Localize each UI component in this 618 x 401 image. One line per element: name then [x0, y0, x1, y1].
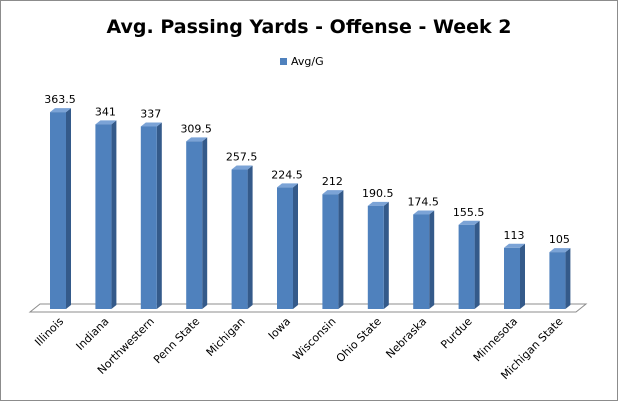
- bar-front: [231, 169, 248, 309]
- bar-top: [50, 108, 71, 113]
- bar-top: [504, 243, 525, 248]
- category-tick-label: Michigan: [204, 315, 248, 359]
- category-tick-label: Illinois: [32, 315, 66, 349]
- bar-side: [202, 137, 208, 309]
- data-label: 224.5: [271, 168, 303, 181]
- bar-side: [293, 183, 298, 309]
- bar-side: [429, 210, 435, 309]
- chart-floor: [28, 303, 588, 313]
- category-tick-label: Ohio State: [334, 315, 384, 365]
- bar-front: [50, 112, 66, 309]
- category-tick-label: Iowa: [266, 315, 293, 342]
- bar-side: [565, 248, 571, 309]
- data-label: 113: [504, 229, 525, 242]
- bar-side: [520, 243, 525, 309]
- bar-side: [156, 122, 162, 309]
- bar-front: [140, 126, 157, 309]
- bar-top: [140, 122, 162, 127]
- bar-purdue: [458, 220, 480, 309]
- bar-front: [95, 124, 112, 310]
- bar-top: [549, 248, 571, 253]
- bar-minnesota: [504, 243, 525, 309]
- bar-front: [367, 205, 384, 309]
- bar-side: [66, 108, 71, 309]
- bar-front: [458, 224, 475, 309]
- bar-front: [549, 252, 566, 309]
- bar-top: [458, 220, 480, 225]
- bar-front: [504, 247, 520, 309]
- bar-top: [277, 183, 298, 188]
- data-label: 105: [549, 233, 570, 246]
- bar-side: [474, 220, 480, 309]
- bar-top: [95, 120, 117, 125]
- bar-michigan: [231, 165, 253, 309]
- bar-top: [186, 137, 208, 142]
- bar-front: [186, 141, 203, 309]
- bar-indiana: [95, 120, 117, 310]
- category-tick-label: Purdue: [438, 315, 475, 352]
- category-tick-label: Nebraska: [383, 315, 429, 361]
- data-label: 174.5: [407, 195, 439, 208]
- bar-top: [231, 165, 253, 170]
- data-label: 337: [140, 107, 161, 120]
- category-tick-label: Minnesota: [471, 315, 520, 364]
- chart-legend: Avg/G: [280, 54, 324, 68]
- bar-penn-state: [186, 137, 208, 309]
- category-tick-label: Penn State: [151, 315, 202, 366]
- legend-label: Avg/G: [291, 54, 324, 68]
- category-tick-label: Wisconsin: [290, 315, 338, 363]
- data-label: 155.5: [453, 206, 485, 219]
- bar-side: [338, 190, 344, 309]
- bar-iowa: [277, 183, 298, 309]
- bar-top: [413, 210, 435, 215]
- bar-nebraska: [413, 210, 435, 309]
- data-label: 363.5: [44, 93, 76, 106]
- bar-wisconsin: [322, 190, 344, 309]
- bar-ohio-state: [367, 201, 389, 309]
- chart-title: Avg. Passing Yards - Offense - Week 2: [106, 16, 512, 38]
- data-label: 212: [322, 175, 343, 188]
- bar-front: [277, 187, 293, 309]
- data-label: 309.5: [180, 122, 212, 135]
- bar-illinois: [50, 108, 71, 309]
- bar-side: [247, 165, 253, 309]
- bar-top: [367, 201, 389, 206]
- bar-front: [322, 194, 339, 309]
- legend-swatch: [280, 57, 287, 65]
- bar-michigan-state: [549, 248, 571, 309]
- bar-top: [322, 190, 344, 195]
- bar-northwestern: [140, 122, 162, 309]
- bar-front: [413, 214, 430, 309]
- bar-side: [383, 201, 389, 309]
- bar-side: [111, 120, 117, 310]
- category-tick-label: Indiana: [74, 315, 112, 353]
- data-label: 190.5: [362, 187, 394, 200]
- data-label: 257.5: [226, 151, 258, 164]
- data-label: 341: [95, 105, 116, 118]
